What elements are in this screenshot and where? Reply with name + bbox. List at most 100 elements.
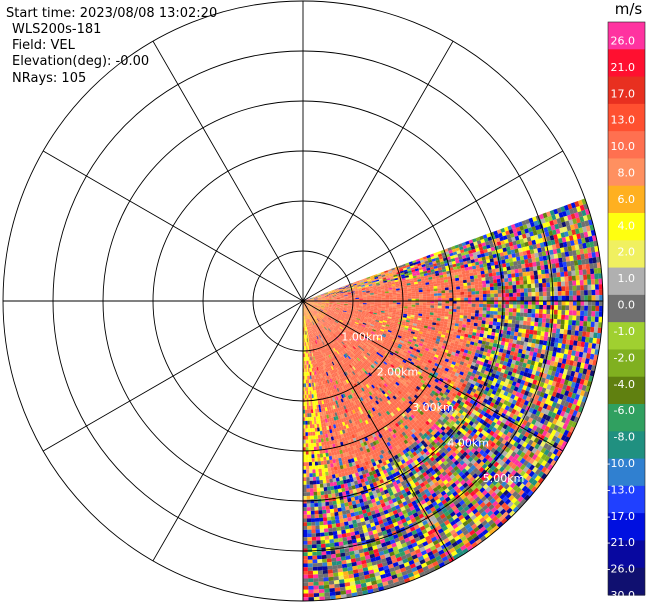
range-gate bbox=[422, 303, 427, 306]
range-gate bbox=[460, 306, 465, 310]
range-gate bbox=[421, 280, 426, 284]
range-gate bbox=[441, 308, 446, 312]
range-gate bbox=[433, 288, 438, 292]
range-gate bbox=[418, 267, 423, 271]
range-gate bbox=[572, 250, 577, 256]
range-gate bbox=[561, 291, 566, 296]
range-gate bbox=[535, 309, 540, 314]
range-gate bbox=[411, 269, 416, 273]
range-gate bbox=[350, 309, 355, 312]
range-gate bbox=[391, 317, 396, 320]
range-gate bbox=[355, 295, 360, 298]
range-gate bbox=[332, 303, 337, 304]
range-gate bbox=[552, 328, 557, 334]
range-gate bbox=[325, 296, 329, 298]
range-gate bbox=[444, 319, 449, 323]
range-gate bbox=[558, 212, 564, 218]
range-gate bbox=[541, 349, 546, 355]
range-gate bbox=[483, 334, 488, 339]
range-gate bbox=[526, 223, 532, 229]
range-gate bbox=[455, 317, 460, 321]
range-gate bbox=[415, 258, 420, 262]
range-gate bbox=[428, 279, 433, 283]
range-gate bbox=[471, 313, 476, 317]
range-gate bbox=[501, 285, 506, 290]
range-gate bbox=[561, 237, 567, 243]
range-gate bbox=[502, 235, 508, 241]
range-gate bbox=[447, 322, 452, 326]
range-gate bbox=[460, 267, 466, 272]
range-gate bbox=[482, 245, 487, 250]
range-gate bbox=[445, 295, 450, 299]
range-gate bbox=[512, 288, 517, 293]
range-gate bbox=[587, 342, 593, 349]
range-gate bbox=[511, 319, 516, 324]
range-gate bbox=[594, 246, 599, 252]
range-gate bbox=[355, 293, 359, 296]
range-gate bbox=[349, 283, 353, 286]
range-gate bbox=[495, 237, 501, 243]
range-gate bbox=[537, 326, 542, 332]
range-gate bbox=[563, 271, 569, 277]
range-gate bbox=[381, 274, 386, 278]
range-gate bbox=[441, 290, 446, 294]
range-gate bbox=[543, 296, 547, 301]
range-gate bbox=[391, 314, 396, 317]
range-gate bbox=[426, 254, 431, 259]
range-gate bbox=[343, 306, 348, 308]
range-gate bbox=[569, 290, 573, 296]
range-gate bbox=[468, 331, 473, 336]
range-gate bbox=[595, 305, 600, 312]
range-gate bbox=[524, 337, 529, 343]
range-gate bbox=[385, 303, 390, 306]
range-gate bbox=[373, 274, 378, 277]
range-gate bbox=[392, 287, 396, 290]
range-gate bbox=[582, 352, 587, 359]
range-gate bbox=[336, 307, 340, 309]
range-gate bbox=[520, 304, 525, 309]
range-gate bbox=[522, 224, 528, 230]
range-gate bbox=[423, 270, 428, 274]
range-gate bbox=[570, 335, 575, 341]
range-gate bbox=[536, 330, 542, 336]
range-gate bbox=[450, 275, 456, 279]
range-gate bbox=[461, 270, 466, 275]
range-gate bbox=[482, 287, 487, 291]
range-gate bbox=[310, 302, 314, 304]
range-gate bbox=[553, 309, 558, 315]
range-gate bbox=[512, 339, 517, 345]
range-gate bbox=[526, 346, 531, 352]
range-gate bbox=[527, 342, 532, 348]
range-gate bbox=[389, 305, 393, 308]
range-gate bbox=[519, 238, 525, 244]
range-gate bbox=[589, 241, 595, 248]
range-gate bbox=[513, 331, 519, 337]
range-gate bbox=[462, 279, 467, 284]
range-gate bbox=[329, 298, 333, 299]
range-gate bbox=[329, 301, 333, 303]
range-gate bbox=[538, 309, 543, 314]
range-gate bbox=[578, 227, 584, 234]
range-gate bbox=[320, 293, 325, 295]
range-gate bbox=[343, 290, 347, 292]
range-gate bbox=[354, 290, 359, 293]
range-gate bbox=[373, 294, 378, 296]
range-gate bbox=[317, 298, 322, 300]
range-gate bbox=[472, 252, 478, 257]
range-gate bbox=[485, 241, 490, 246]
range-gate bbox=[441, 310, 446, 314]
range-gate bbox=[529, 270, 535, 276]
range-gate bbox=[335, 308, 340, 310]
range-gate bbox=[459, 280, 464, 284]
range-gate bbox=[454, 323, 459, 327]
range-gate bbox=[527, 258, 533, 264]
range-gate bbox=[455, 247, 460, 252]
range-gate bbox=[510, 327, 515, 332]
range-gate bbox=[392, 295, 397, 298]
range-gate bbox=[336, 296, 341, 298]
range-gate bbox=[479, 235, 484, 241]
range-gate bbox=[396, 288, 400, 291]
range-gate bbox=[440, 318, 445, 322]
range-gate bbox=[470, 245, 476, 250]
range-gate bbox=[409, 276, 414, 280]
